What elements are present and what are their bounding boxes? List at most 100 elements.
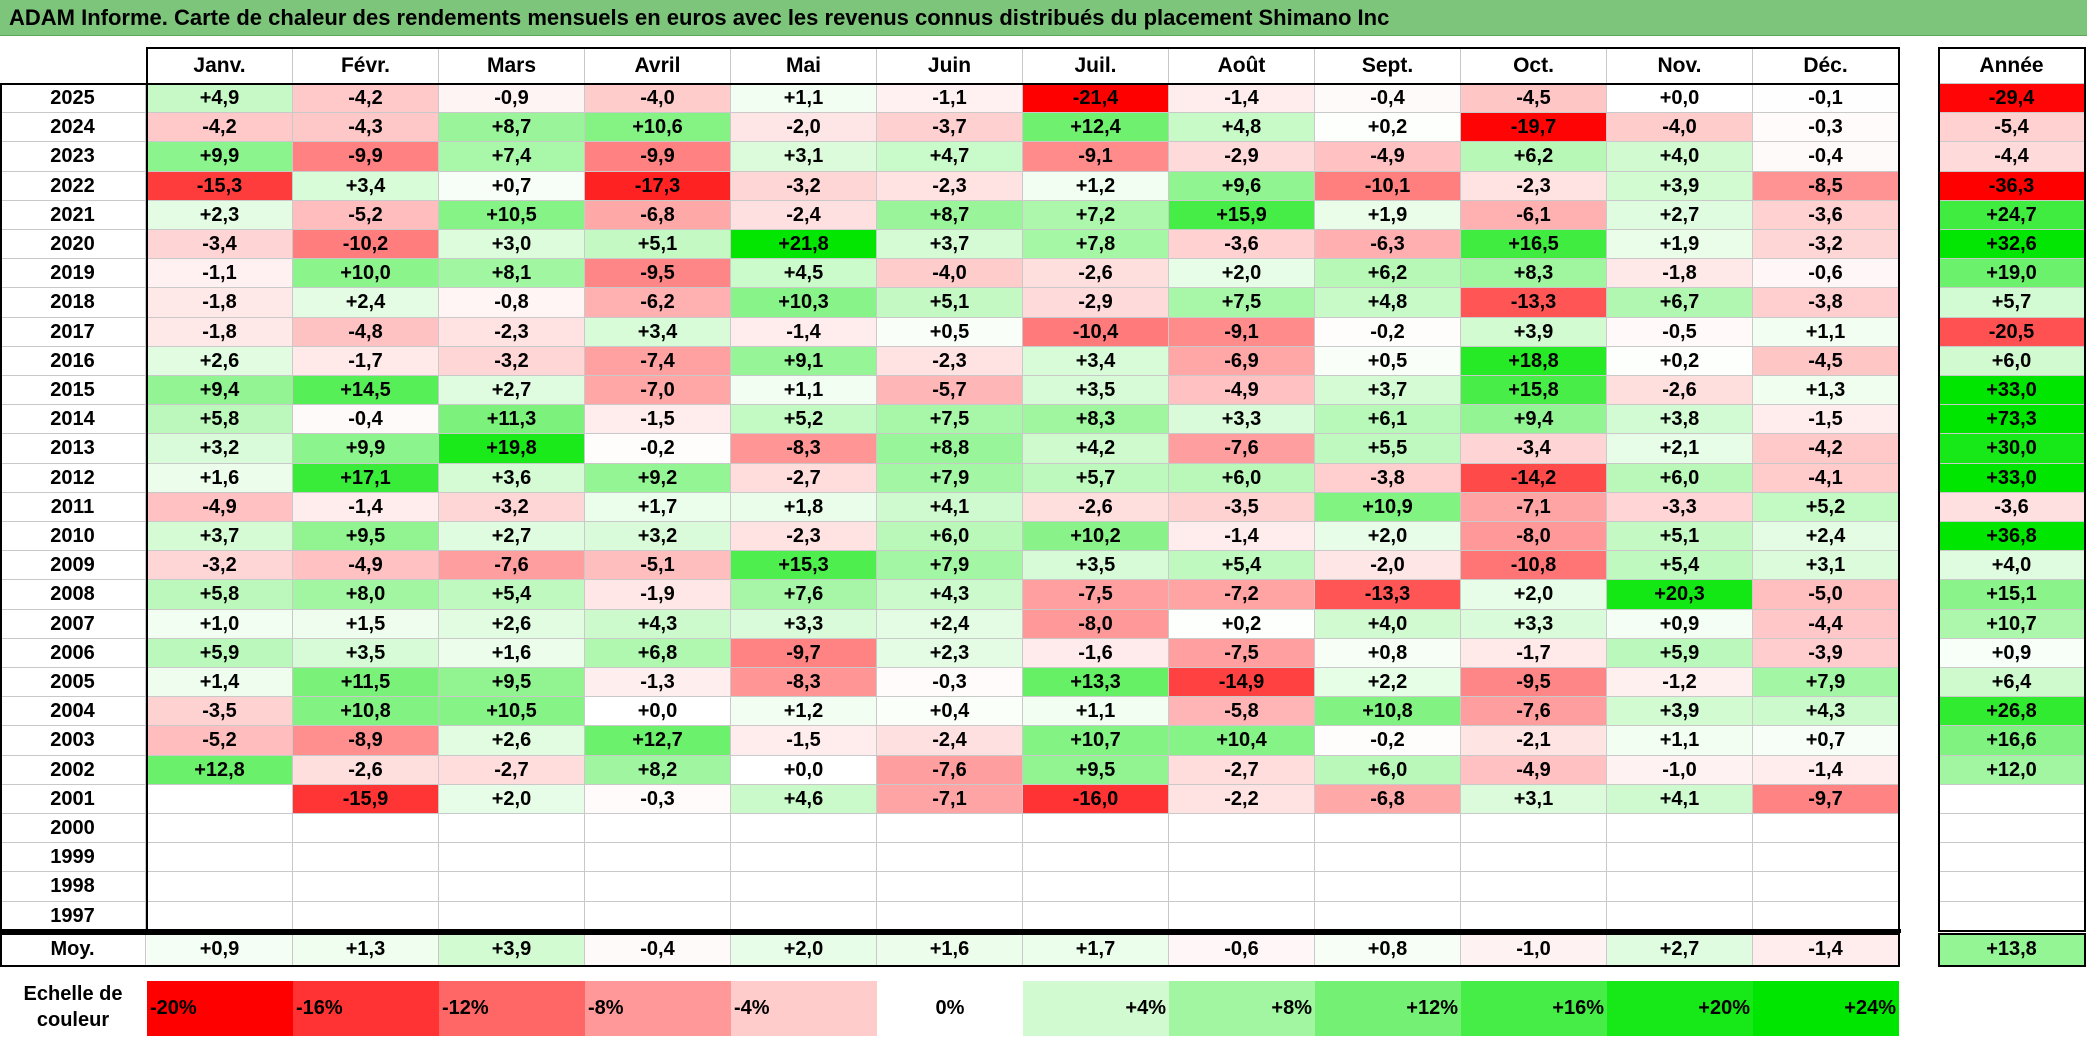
heatmap-cell: -1,4 xyxy=(293,493,439,522)
heatmap-cell: +4,9 xyxy=(147,84,293,113)
heatmap-cell: +10,8 xyxy=(1315,697,1461,726)
color-scale-label-line2: couleur xyxy=(36,1009,110,1031)
heatmap-cell: +3,1 xyxy=(1461,785,1607,814)
month-header: Août xyxy=(1169,48,1315,84)
heatmap-cell: -2,4 xyxy=(877,726,1023,756)
heatmap-cell: +9,6 xyxy=(1169,172,1315,201)
heatmap-cell: +10,9 xyxy=(1315,493,1461,522)
heatmap-cell: -8,0 xyxy=(1023,610,1169,639)
heatmap-cell: -0,8 xyxy=(439,288,585,318)
year-label: 2010 xyxy=(0,522,146,551)
year-label: 2001 xyxy=(0,785,146,814)
heatmap-cell xyxy=(439,902,585,931)
annual-cell: +6,4 xyxy=(1939,668,2085,697)
heatmap-cell: -10,4 xyxy=(1023,318,1169,347)
heatmap-cell: -4,5 xyxy=(1753,347,1899,376)
heatmap-cell: -2,0 xyxy=(1315,551,1461,580)
heatmap-cell xyxy=(1023,872,1169,902)
heatmap-cell xyxy=(731,872,877,902)
heatmap-cell xyxy=(1607,843,1753,872)
heatmap-cell: +7,5 xyxy=(1169,288,1315,318)
annual-cell: +73,3 xyxy=(1939,405,2085,434)
heatmap-cell: +10,8 xyxy=(293,697,439,726)
heatmap-cell: +1,7 xyxy=(585,493,731,522)
year-label: 2019 xyxy=(0,259,146,288)
heatmap-cell: -2,0 xyxy=(731,113,877,142)
annual-cell xyxy=(1939,785,2085,814)
heatmap-cell: +3,7 xyxy=(877,230,1023,259)
annual-cell xyxy=(1939,872,2085,902)
heatmap-cell: -4,9 xyxy=(1461,756,1607,785)
heatmap-cell: +7,9 xyxy=(1753,668,1899,697)
heatmap-cell: +9,2 xyxy=(585,464,731,493)
heatmap-cell: +5,2 xyxy=(1753,493,1899,522)
heatmap-cell: +3,8 xyxy=(1607,405,1753,434)
heatmap-cell: -0,5 xyxy=(1607,318,1753,347)
average-cell: +0,9 xyxy=(147,934,293,966)
heatmap-cell: +1,9 xyxy=(1315,201,1461,230)
heatmap-cell: +13,3 xyxy=(1023,668,1169,697)
heatmap-cell: -0,3 xyxy=(585,785,731,814)
heatmap-cell: -1,7 xyxy=(1461,639,1607,668)
heatmap-cell: -7,6 xyxy=(877,756,1023,785)
heatmap-cell xyxy=(1461,872,1607,902)
heatmap-cell: -3,4 xyxy=(147,230,293,259)
heatmap-cell: +2,0 xyxy=(439,785,585,814)
heatmap-cell: +20,3 xyxy=(1607,580,1753,610)
heatmap-cell: +7,4 xyxy=(439,142,585,172)
color-scale-swatch: -4% xyxy=(731,981,877,1036)
heatmap-cell: -7,5 xyxy=(1169,639,1315,668)
heatmap-cell: -15,3 xyxy=(147,172,293,201)
month-header: Oct. xyxy=(1461,48,1607,84)
heatmap-cell: +2,0 xyxy=(1315,522,1461,551)
heatmap-cell: +0,8 xyxy=(1315,639,1461,668)
heatmap-cell: -3,4 xyxy=(1461,434,1607,464)
heatmap-cell: -0,4 xyxy=(1315,84,1461,113)
year-label: 2002 xyxy=(0,756,146,785)
heatmap-cell: -4,9 xyxy=(147,493,293,522)
heatmap-cell: +7,8 xyxy=(1023,230,1169,259)
heatmap-cell: +18,8 xyxy=(1461,347,1607,376)
heatmap-cell: -3,6 xyxy=(1169,230,1315,259)
heatmap-cell xyxy=(731,814,877,843)
heatmap-cell: -2,6 xyxy=(1607,376,1753,405)
heatmap-cell: +1,1 xyxy=(731,84,877,113)
heatmap-cell: +0,4 xyxy=(877,697,1023,726)
month-header: Mai xyxy=(731,48,877,84)
heatmap-cell xyxy=(439,843,585,872)
heatmap-cell: +3,0 xyxy=(439,230,585,259)
heatmap-cell: +3,7 xyxy=(147,522,293,551)
heatmap-cell: -8,9 xyxy=(293,726,439,756)
month-header: Janv. xyxy=(147,48,293,84)
heatmap-cell: +1,9 xyxy=(1607,230,1753,259)
heatmap-cell: -1,9 xyxy=(585,580,731,610)
heatmap-cell: -15,9 xyxy=(293,785,439,814)
year-label: 2025 xyxy=(0,84,146,113)
annual-cell: +5,7 xyxy=(1939,288,2085,318)
heatmap-cell: -7,2 xyxy=(1169,580,1315,610)
heatmap-cell: -7,1 xyxy=(1461,493,1607,522)
year-label: 2005 xyxy=(0,668,146,697)
heatmap-cell: -5,2 xyxy=(293,201,439,230)
heatmap-cell: +4,8 xyxy=(1315,288,1461,318)
heatmap-cell: +8,3 xyxy=(1461,259,1607,288)
heatmap-cell: -10,8 xyxy=(1461,551,1607,580)
heatmap-cell: +5,4 xyxy=(1607,551,1753,580)
heatmap-cell: -0,9 xyxy=(439,84,585,113)
heatmap-cell: +1,6 xyxy=(147,464,293,493)
heatmap-cell: -1,2 xyxy=(1607,668,1753,697)
heatmap-cell: +2,3 xyxy=(877,639,1023,668)
heatmap-cell: +12,7 xyxy=(585,726,731,756)
heatmap-cell: -9,7 xyxy=(1753,785,1899,814)
heatmap-cell: -3,2 xyxy=(439,493,585,522)
heatmap-cell: -9,9 xyxy=(293,142,439,172)
heatmap-cell: -2,3 xyxy=(439,318,585,347)
heatmap-cell: -16,0 xyxy=(1023,785,1169,814)
heatmap-cell: +7,6 xyxy=(731,580,877,610)
heatmap-cell: +1,1 xyxy=(1607,726,1753,756)
heatmap-cell xyxy=(147,902,293,931)
month-header: Juin xyxy=(877,48,1023,84)
heatmap-cell: +0,0 xyxy=(585,697,731,726)
heatmap-cell: -1,4 xyxy=(1753,756,1899,785)
heatmap-cell: -1,5 xyxy=(585,405,731,434)
